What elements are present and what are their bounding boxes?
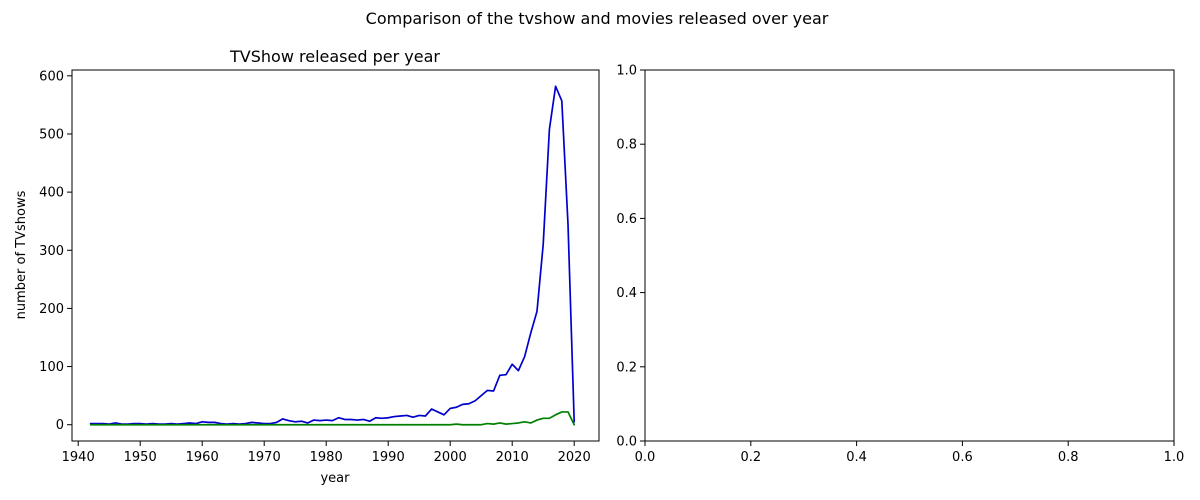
figure-suptitle: Comparison of the tvshow and movies rele… — [366, 9, 829, 28]
left-subplot: TVShow released per year 1940 1950 1960 197… — [14, 47, 600, 486]
y-tick-label: 100 — [39, 360, 64, 375]
x-tick-label: 1950 — [124, 450, 157, 465]
y-tick-label: 200 — [39, 302, 64, 317]
x-tick-label: 1990 — [372, 450, 405, 465]
series-line-1 — [89, 411, 576, 426]
right-subplot-y-axis: 0.0 0.2 0.4 0.6 0.8 1.0 — [616, 64, 645, 450]
series-line-0 — [89, 85, 576, 425]
x-tick-label: 2020 — [558, 450, 591, 465]
left-subplot-y-axis-label: number of TVshows — [14, 190, 29, 319]
y-tick-label: 600 — [39, 69, 64, 84]
x-tick-label: 0.8 — [1058, 450, 1079, 465]
left-subplot-x-axis-label: year — [320, 471, 350, 486]
x-tick-label: 0.6 — [952, 450, 973, 465]
x-tick-label: 1970 — [248, 450, 281, 465]
left-subplot-series — [89, 85, 576, 426]
left-subplot-y-axis: 0 100 200 300 400 500 600 — [39, 69, 72, 433]
y-tick-label: 400 — [39, 186, 64, 201]
y-tick-label: 1.0 — [616, 64, 637, 79]
x-tick-label: 1940 — [62, 450, 95, 465]
left-subplot-frame — [71, 69, 600, 442]
y-tick-label: 0.2 — [616, 360, 637, 375]
x-tick-label: 2000 — [434, 450, 467, 465]
x-tick-label: 0.4 — [846, 450, 867, 465]
y-tick-label: 0.8 — [616, 138, 637, 153]
x-tick-label: 1980 — [310, 450, 343, 465]
y-tick-label: 0.0 — [616, 435, 637, 450]
right-subplot-frame — [644, 69, 1175, 442]
y-tick-label: 500 — [39, 127, 64, 142]
y-tick-label: 0.6 — [616, 212, 637, 227]
x-tick-label: 0.0 — [635, 450, 656, 465]
x-tick-label: 2010 — [496, 450, 529, 465]
left-subplot-title: TVShow released per year — [229, 47, 440, 66]
right-subplot: 0.0 0.2 0.4 0.6 0.8 1.0 0.0 0.2 0.4 0.6 0.8 1.0 — [616, 64, 1184, 466]
y-tick-label: 0 — [56, 418, 64, 433]
x-tick-label: 0.2 — [740, 450, 761, 465]
left-subplot-x-axis: 1940 1950 1960 1970 1980 1990 2000 2010 2020 — [62, 441, 591, 465]
x-tick-label: 1960 — [186, 450, 219, 465]
x-tick-label: 1.0 — [1164, 450, 1185, 465]
y-tick-label: 0.4 — [616, 286, 637, 301]
right-subplot-x-axis: 0.0 0.2 0.4 0.6 0.8 1.0 — [635, 441, 1185, 465]
y-tick-label: 300 — [39, 244, 64, 259]
